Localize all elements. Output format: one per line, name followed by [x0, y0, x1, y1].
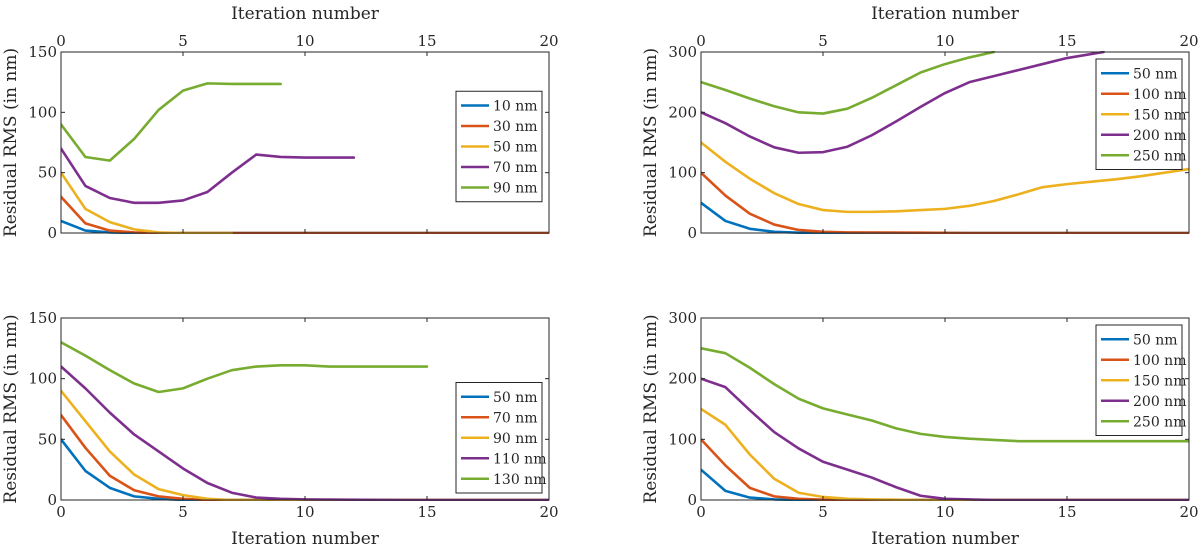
legend-entry-label: 90 nm [493, 431, 538, 447]
legend-entry-label: 150 nm [1133, 373, 1186, 389]
series-line-250-nm [701, 51, 996, 115]
x-tick-label: 15 [1057, 32, 1076, 50]
y-tick-label: 0 [687, 491, 697, 509]
y-tick-label: 0 [687, 224, 697, 242]
legend-entry-label: 100 nm [1133, 87, 1186, 103]
legend-box [455, 90, 543, 203]
legend: 50 nm 70 nm 90 nm 110 nm 130 nm [455, 382, 546, 494]
y-tick-label: 0 [47, 491, 57, 509]
legend-entry-label: 250 nm [1133, 148, 1186, 164]
legend-entry-label: 150 nm [1133, 107, 1186, 123]
series-line-200-nm [701, 377, 1189, 501]
legend-entry-label: 90 nm [493, 181, 538, 197]
y-tick-label: 100 [668, 164, 697, 182]
y-tick-label: 200 [668, 370, 697, 388]
x-tick-label: 15 [417, 503, 436, 521]
x-tick-label: 20 [539, 32, 558, 50]
x-axis-title: Iteration number [871, 4, 1020, 24]
x-tick-label: 5 [178, 503, 188, 521]
legend-entry-label: 30 nm [493, 119, 538, 135]
y-tick-label: 100 [668, 430, 697, 448]
x-tick-label: 15 [1057, 503, 1076, 521]
legend-entry-label: 110 nm [493, 451, 546, 467]
series-line-250-nm [701, 347, 1189, 443]
legend-entry-label: 10 nm [493, 99, 538, 115]
y-tick-label: 300 [668, 309, 697, 327]
y-tick-label: 0 [47, 224, 57, 242]
legend: 50 nm 100 nm 150 nm 200 nm 250 nm [1095, 324, 1186, 436]
x-tick-label: 20 [1179, 503, 1198, 521]
y-tick-label: 150 [28, 309, 57, 327]
x-tick-label: 10 [935, 32, 954, 50]
x-tick-label: 0 [56, 503, 66, 521]
series-group [701, 51, 1189, 234]
x-tick-label: 5 [178, 32, 188, 50]
x-tick-label: 10 [295, 503, 314, 521]
y-axis-title: Residual RMS (in nm) [641, 48, 661, 237]
legend: 10 nm 30 nm 50 nm 70 nm 90 nm [455, 90, 543, 203]
legend-entry-label: 50 nm [493, 390, 538, 406]
series-line-200-nm [701, 51, 1105, 155]
legend-entry-label: 250 nm [1133, 414, 1186, 430]
x-tick-label: 10 [935, 503, 954, 521]
legend: 50 nm 100 nm 150 nm 200 nm 250 nm [1095, 58, 1186, 170]
y-tick-label: 200 [668, 103, 697, 121]
y-tick-label: 100 [28, 370, 57, 388]
x-tick-label: 0 [56, 32, 66, 50]
y-axis-title: Residual RMS (in nm) [1, 314, 21, 503]
y-axis-title: Residual RMS (in nm) [641, 314, 661, 503]
series-line-150-nm [701, 141, 1189, 214]
legend-entry-label: 100 nm [1133, 353, 1186, 369]
y-tick-label: 50 [38, 164, 57, 182]
x-tick-label: 0 [696, 503, 706, 521]
legend-entry-label: 70 nm [493, 160, 538, 176]
chart-panel-top-left: 0 5 10 15 20 0 50 100 150 Iteration number Residua… [1, 4, 559, 242]
legend-entry-label: 50 nm [493, 140, 538, 156]
legend-entry-label: 130 nm [493, 472, 546, 488]
legend-entry-label: 70 nm [493, 410, 538, 426]
y-tick-label: 100 [28, 103, 57, 121]
x-axis-title: Iteration number [231, 529, 380, 547]
series-line-130-nm [61, 340, 429, 394]
x-tick-label: 15 [417, 32, 436, 50]
y-axis-title: Residual RMS (in nm) [1, 48, 21, 237]
legend-entry-label: 50 nm [1133, 66, 1178, 82]
x-axis-title: Iteration number [231, 4, 380, 24]
chart-panel-bottom-left: 0 5 10 15 20 0 50 100 150 Iteration number Residua… [1, 309, 559, 547]
y-tick-label: 300 [668, 43, 697, 61]
x-tick-label: 5 [818, 32, 828, 50]
series-line-90-nm [61, 82, 282, 162]
legend-entry-label: 200 nm [1133, 128, 1186, 144]
series-line-70-nm [61, 147, 356, 205]
legend-entry-label: 50 nm [1133, 332, 1178, 348]
y-tick-label: 50 [38, 430, 57, 448]
x-tick-label: 0 [696, 32, 706, 50]
x-tick-label: 10 [295, 32, 314, 50]
legend-entry-label: 200 nm [1133, 394, 1186, 410]
x-tick-label: 20 [1179, 32, 1198, 50]
x-tick-label: 5 [818, 503, 828, 521]
x-axis-title: Iteration number [871, 529, 1020, 547]
y-tick-label: 150 [28, 43, 57, 61]
x-tick-label: 20 [539, 503, 558, 521]
